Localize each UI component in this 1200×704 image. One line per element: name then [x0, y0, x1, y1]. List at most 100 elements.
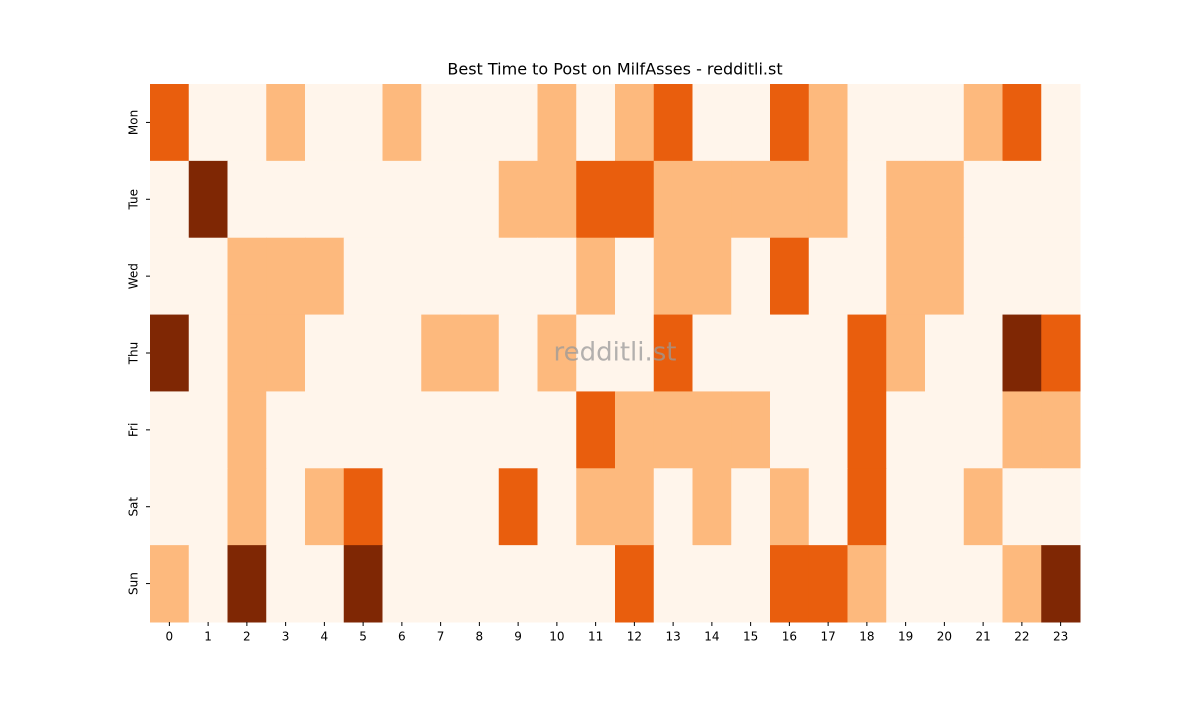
heatmap-cell [498, 160, 538, 239]
heatmap-cell [925, 160, 965, 239]
heatmap-cell [576, 237, 616, 316]
x-tick-label: 16 [782, 630, 797, 644]
heatmap-cell [847, 237, 887, 316]
heatmap-cell [653, 160, 693, 239]
heatmap-cell [925, 237, 965, 316]
x-tick-label: 5 [359, 630, 367, 644]
heatmap-cell [460, 545, 500, 623]
heatmap-cell [886, 468, 926, 546]
y-tick-label: Sat [127, 497, 141, 517]
x-tick-label: 0 [166, 630, 174, 644]
heatmap-cell [1002, 237, 1042, 316]
heatmap-cell [460, 468, 500, 546]
heatmap-cell [498, 545, 538, 623]
heatmap-cell [808, 545, 848, 623]
heatmap-cell [498, 84, 538, 162]
heatmap-cell [731, 545, 771, 623]
heatmap-cell [227, 84, 267, 162]
heatmap-cell [305, 391, 345, 469]
heatmap-cell [770, 391, 810, 469]
x-tick-label: 20 [937, 630, 952, 644]
heatmap-cell [1002, 545, 1042, 623]
heatmap-cell [615, 468, 655, 546]
heatmap-cell [227, 160, 267, 239]
x-tick-label: 17 [820, 630, 835, 644]
heatmap-cell [382, 160, 422, 239]
heatmap-cell [770, 160, 810, 239]
heatmap-cell [421, 160, 461, 239]
heatmap-cell [1041, 314, 1081, 392]
heatmap-cell [731, 84, 771, 162]
heatmap-cell [382, 84, 422, 162]
heatmap-cell [227, 468, 267, 546]
heatmap-cell [653, 314, 693, 392]
heatmap-cell [653, 545, 693, 623]
heatmap-cell [150, 468, 190, 546]
heatmap-cell [266, 314, 306, 392]
heatmap-cell [305, 468, 345, 546]
heatmap-cell [963, 391, 1003, 469]
y-tick-label: Sun [127, 572, 141, 595]
heatmap-cell [808, 391, 848, 469]
heatmap-cell [343, 545, 383, 623]
heatmap-cell [963, 314, 1003, 392]
heatmap-cell [305, 545, 345, 623]
heatmap-cell [343, 84, 383, 162]
heatmap-cell [1041, 84, 1081, 162]
heatmap-cell [731, 160, 771, 239]
heatmap-cell [886, 545, 926, 623]
heatmap-cell [421, 314, 461, 392]
heatmap-cell [925, 84, 965, 162]
x-tick-label: 18 [859, 630, 874, 644]
heatmap-cell [963, 237, 1003, 316]
heatmap-cell [266, 391, 306, 469]
heatmap-cell [343, 391, 383, 469]
heatmap-cell [150, 391, 190, 469]
heatmap-cell [460, 237, 500, 316]
heatmap-cell [1002, 468, 1042, 546]
heatmap-cell [305, 314, 345, 392]
x-tick-label: 6 [398, 630, 406, 644]
y-tick-label: Tue [127, 189, 141, 211]
heatmap-cell [266, 468, 306, 546]
heatmap-cell [343, 468, 383, 546]
heatmap-cell [925, 468, 965, 546]
heatmap-cell [382, 391, 422, 469]
heatmap-cell [963, 468, 1003, 546]
heatmap-cell [421, 237, 461, 316]
y-tick-label: Thu [127, 342, 141, 366]
heatmap-cell [188, 237, 228, 316]
heatmap-cell [1041, 391, 1081, 469]
heatmap-cell [615, 545, 655, 623]
heatmap-cell [808, 314, 848, 392]
heatmap-cell [1041, 237, 1081, 316]
heatmap-cell [421, 468, 461, 546]
heatmap-cell [615, 84, 655, 162]
heatmap-cell [382, 545, 422, 623]
y-tick-label: Fri [127, 423, 141, 437]
heatmap-cell [188, 314, 228, 392]
heatmap-cell [305, 84, 345, 162]
heatmap-cell [847, 468, 887, 546]
x-tick-label: 3 [282, 630, 290, 644]
heatmap-cell [615, 237, 655, 316]
heatmap-cell [188, 545, 228, 623]
heatmap-cell [266, 84, 306, 162]
heatmap-cell [421, 84, 461, 162]
heatmap-cell [770, 84, 810, 162]
heatmap-cell [808, 468, 848, 546]
heatmap-cell [266, 237, 306, 316]
heatmap-cell [343, 237, 383, 316]
heatmap-cell [343, 160, 383, 239]
x-tick-label: 19 [898, 630, 913, 644]
heatmap-cell [925, 314, 965, 392]
x-tick-label: 12 [627, 630, 642, 644]
heatmap-cell [188, 468, 228, 546]
heatmap-cell [421, 391, 461, 469]
heatmap-cell [731, 468, 771, 546]
heatmap-cell [692, 545, 732, 623]
heatmap-cell [1002, 391, 1042, 469]
heatmap-cell [847, 160, 887, 239]
y-tick-label: Wed [127, 263, 141, 289]
heatmap-cell [808, 84, 848, 162]
